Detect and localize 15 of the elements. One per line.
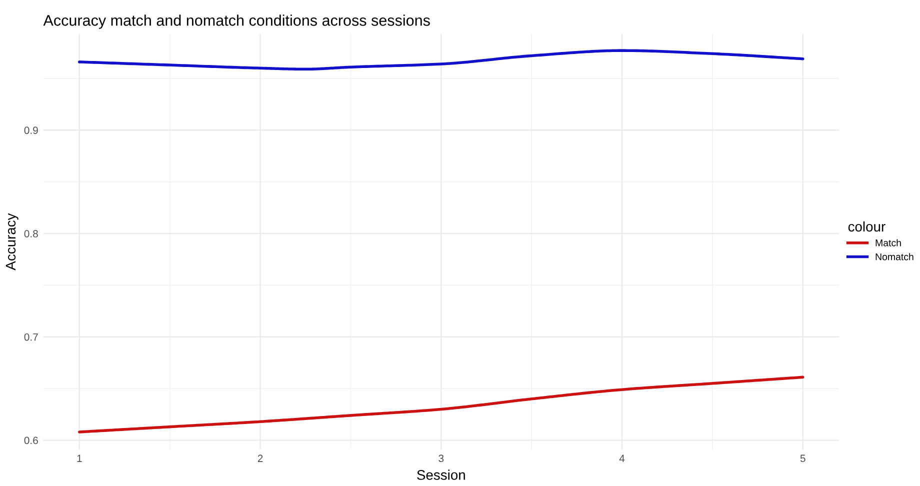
x-axis-title: Session <box>417 470 465 480</box>
x-tick-label: 2 <box>258 454 263 462</box>
x-tick-label: 1 <box>77 454 82 462</box>
y-tick-label: 0.9 <box>24 126 38 134</box>
y-tick-label: 0.6 <box>24 436 38 444</box>
x-tick-label: 3 <box>438 454 444 462</box>
x-tick-label: 4 <box>619 454 625 462</box>
chart-title: Accuracy match and nomatch conditions across sessions <box>43 14 430 29</box>
y-tick-label: 0.8 <box>24 230 38 238</box>
legend-title: colour <box>848 221 886 232</box>
y-tick-label: 0.7 <box>24 333 38 341</box>
legend-label: Nomatch <box>876 253 914 260</box>
y-axis-title: Accuracy <box>6 213 18 270</box>
legend-label: Match <box>876 239 901 246</box>
x-tick-label: 5 <box>800 454 806 462</box>
